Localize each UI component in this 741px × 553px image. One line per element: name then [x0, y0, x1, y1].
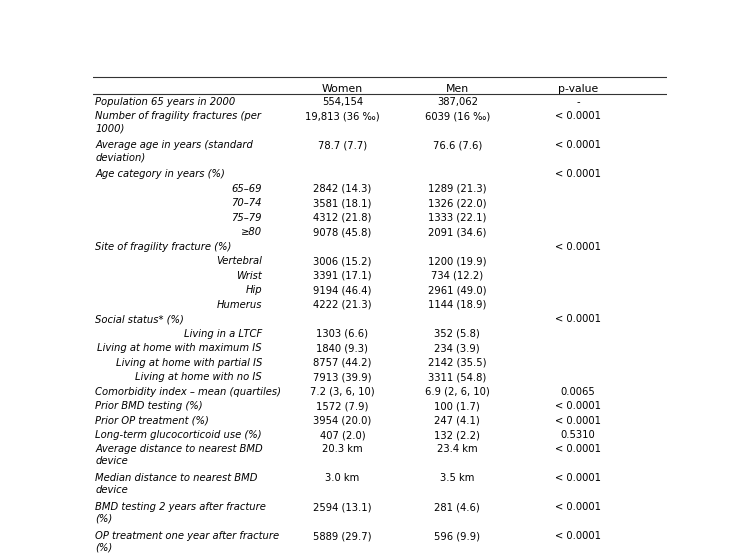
Text: 3006 (15.2): 3006 (15.2) — [313, 256, 372, 267]
Text: < 0.0001: < 0.0001 — [555, 502, 601, 513]
Text: 0.5310: 0.5310 — [560, 430, 595, 440]
Text: 1840 (9.3): 1840 (9.3) — [316, 343, 368, 353]
Text: 19,813 (36 ‰): 19,813 (36 ‰) — [305, 112, 379, 122]
Text: 352 (5.8): 352 (5.8) — [434, 328, 480, 338]
Text: 3391 (17.1): 3391 (17.1) — [313, 271, 372, 281]
Text: 132 (2.2): 132 (2.2) — [434, 430, 480, 440]
Text: Comorbidity index – mean (quartiles): Comorbidity index – mean (quartiles) — [96, 387, 282, 397]
Text: Women: Women — [322, 84, 363, 94]
Text: 1326 (22.0): 1326 (22.0) — [428, 199, 487, 208]
Text: 1144 (18.9): 1144 (18.9) — [428, 300, 487, 310]
Text: Prior OP treatment (%): Prior OP treatment (%) — [96, 415, 210, 425]
Text: < 0.0001: < 0.0001 — [555, 531, 601, 541]
Text: Wrist: Wrist — [236, 271, 262, 281]
Text: 9078 (45.8): 9078 (45.8) — [313, 227, 371, 237]
Text: Number of fragility fractures (per
1000): Number of fragility fractures (per 1000) — [96, 112, 262, 133]
Text: 65–69: 65–69 — [231, 184, 262, 194]
Text: Median distance to nearest BMD
device: Median distance to nearest BMD device — [96, 473, 258, 495]
Text: < 0.0001: < 0.0001 — [555, 401, 601, 411]
Text: < 0.0001: < 0.0001 — [555, 169, 601, 179]
Text: Average age in years (standard
deviation): Average age in years (standard deviation… — [96, 140, 253, 162]
Text: 234 (3.9): 234 (3.9) — [434, 343, 480, 353]
Text: 78.7 (7.7): 78.7 (7.7) — [318, 140, 367, 150]
Text: Vertebral: Vertebral — [216, 256, 262, 267]
Text: 2842 (14.3): 2842 (14.3) — [313, 184, 371, 194]
Text: 3.5 km: 3.5 km — [440, 473, 474, 483]
Text: 554,154: 554,154 — [322, 97, 363, 107]
Text: p-value: p-value — [558, 84, 598, 94]
Text: 5889 (29.7): 5889 (29.7) — [313, 531, 372, 541]
Text: < 0.0001: < 0.0001 — [555, 445, 601, 455]
Text: 2091 (34.6): 2091 (34.6) — [428, 227, 487, 237]
Text: 3311 (54.8): 3311 (54.8) — [428, 372, 486, 382]
Text: ≥80: ≥80 — [241, 227, 262, 237]
Text: Living at home with no IS: Living at home with no IS — [136, 372, 262, 382]
Text: 7913 (39.9): 7913 (39.9) — [313, 372, 372, 382]
Text: 6039 (16 ‰): 6039 (16 ‰) — [425, 112, 490, 122]
Text: 1333 (22.1): 1333 (22.1) — [428, 213, 487, 223]
Text: Average distance to nearest BMD
device: Average distance to nearest BMD device — [96, 445, 263, 466]
Text: 2142 (35.5): 2142 (35.5) — [428, 358, 487, 368]
Text: 247 (4.1): 247 (4.1) — [434, 415, 480, 425]
Text: 4312 (21.8): 4312 (21.8) — [313, 213, 372, 223]
Text: 407 (2.0): 407 (2.0) — [319, 430, 365, 440]
Text: 6.9 (2, 6, 10): 6.9 (2, 6, 10) — [425, 387, 490, 397]
Text: < 0.0001: < 0.0001 — [555, 140, 601, 150]
Text: 20.3 km: 20.3 km — [322, 445, 363, 455]
Text: Prior BMD testing (%): Prior BMD testing (%) — [96, 401, 203, 411]
Text: -: - — [576, 97, 579, 107]
Text: 0.0065: 0.0065 — [560, 387, 595, 397]
Text: 8757 (44.2): 8757 (44.2) — [313, 358, 372, 368]
Text: 1289 (21.3): 1289 (21.3) — [428, 184, 487, 194]
Text: Age category in years (%): Age category in years (%) — [96, 169, 225, 179]
Text: Site of fragility fracture (%): Site of fragility fracture (%) — [96, 242, 232, 252]
Text: < 0.0001: < 0.0001 — [555, 415, 601, 425]
Text: 70–74: 70–74 — [231, 199, 262, 208]
Text: 2594 (13.1): 2594 (13.1) — [313, 502, 372, 513]
Text: 100 (1.7): 100 (1.7) — [434, 401, 480, 411]
Text: 734 (12.2): 734 (12.2) — [431, 271, 483, 281]
Text: Social status* (%): Social status* (%) — [96, 314, 185, 324]
Text: Living at home with partial IS: Living at home with partial IS — [116, 358, 262, 368]
Text: 7.2 (3, 6, 10): 7.2 (3, 6, 10) — [310, 387, 375, 397]
Text: 3.0 km: 3.0 km — [325, 473, 359, 483]
Text: 4222 (21.3): 4222 (21.3) — [313, 300, 372, 310]
Text: Hip: Hip — [245, 285, 262, 295]
Text: 1572 (7.9): 1572 (7.9) — [316, 401, 368, 411]
Text: < 0.0001: < 0.0001 — [555, 473, 601, 483]
Text: 3581 (18.1): 3581 (18.1) — [313, 199, 372, 208]
Text: Long-term glucocorticoid use (%): Long-term glucocorticoid use (%) — [96, 430, 262, 440]
Text: 3954 (20.0): 3954 (20.0) — [313, 415, 371, 425]
Text: 387,062: 387,062 — [436, 97, 478, 107]
Text: < 0.0001: < 0.0001 — [555, 112, 601, 122]
Text: Population 65 years in 2000: Population 65 years in 2000 — [96, 97, 236, 107]
Text: 1303 (6.6): 1303 (6.6) — [316, 328, 368, 338]
Text: < 0.0001: < 0.0001 — [555, 242, 601, 252]
Text: < 0.0001: < 0.0001 — [555, 314, 601, 324]
Text: Humerus: Humerus — [216, 300, 262, 310]
Text: OP treatment one year after fracture
(%): OP treatment one year after fracture (%) — [96, 531, 279, 553]
Text: 2961 (49.0): 2961 (49.0) — [428, 285, 487, 295]
Text: 596 (9.9): 596 (9.9) — [434, 531, 480, 541]
Text: Men: Men — [446, 84, 469, 94]
Text: Living at home with maximum IS: Living at home with maximum IS — [97, 343, 262, 353]
Text: 76.6 (7.6): 76.6 (7.6) — [433, 140, 482, 150]
Text: BMD testing 2 years after fracture
(%): BMD testing 2 years after fracture (%) — [96, 502, 266, 524]
Text: 75–79: 75–79 — [231, 213, 262, 223]
Text: 9194 (46.4): 9194 (46.4) — [313, 285, 372, 295]
Text: Living in a LTCF: Living in a LTCF — [184, 328, 262, 338]
Text: 281 (4.6): 281 (4.6) — [434, 502, 480, 513]
Text: 1200 (19.9): 1200 (19.9) — [428, 256, 487, 267]
Text: 23.4 km: 23.4 km — [437, 445, 478, 455]
